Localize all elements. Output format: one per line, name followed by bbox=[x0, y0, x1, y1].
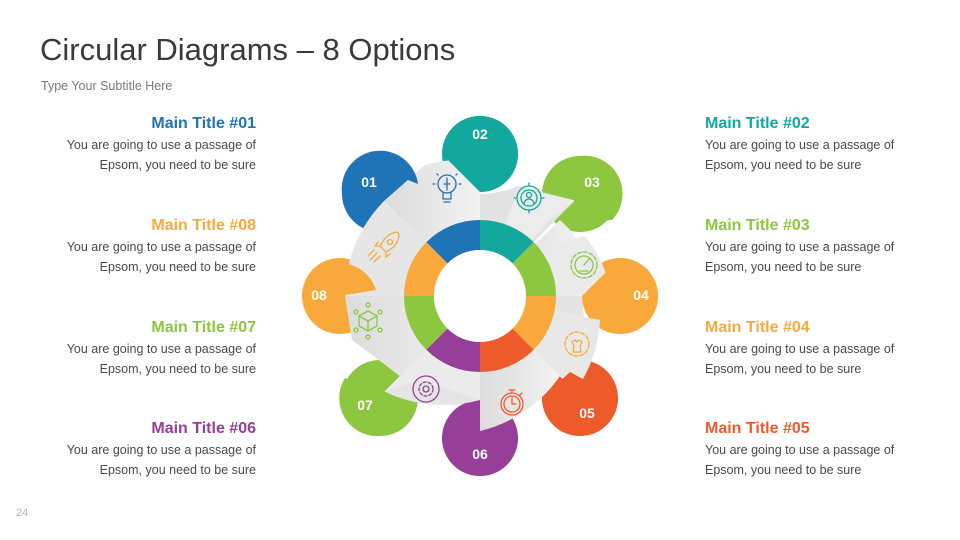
number-05: 05 bbox=[579, 405, 595, 421]
item-title: Main Title #05 bbox=[705, 420, 810, 437]
item-desc-line1: You are going to use a passage of bbox=[705, 138, 895, 152]
item-desc-line1: You are going to use a passage of bbox=[66, 342, 256, 356]
text-block-06: Main Title #06 You are going to use a pa… bbox=[41, 419, 256, 480]
item-desc-line1: You are going to use a passage of bbox=[66, 443, 256, 457]
item-title: Main Title #08 bbox=[151, 217, 256, 234]
ring-segment-06 bbox=[426, 328, 480, 372]
stopwatch-icon bbox=[500, 389, 524, 416]
item-desc-line1: You are going to use a passage of bbox=[705, 443, 895, 457]
number-01: 01 bbox=[361, 174, 377, 190]
ring-segment-04 bbox=[512, 296, 556, 350]
item-desc-line1: You are going to use a passage of bbox=[705, 240, 895, 254]
item-title: Main Title #03 bbox=[705, 217, 810, 234]
text-block-08: Main Title #08 You are going to use a pa… bbox=[41, 216, 256, 277]
number-03: 03 bbox=[584, 174, 600, 190]
gear-cycle-icon bbox=[412, 375, 440, 403]
item-desc-line2: Epsom, you need to be sure bbox=[705, 362, 862, 376]
ring-segment-07 bbox=[404, 296, 448, 350]
ring-segment-03 bbox=[512, 242, 556, 296]
item-desc-line1: You are going to use a passage of bbox=[705, 342, 895, 356]
ring-segment-01 bbox=[426, 220, 480, 264]
item-title: Main Title #07 bbox=[151, 319, 256, 336]
text-block-03: Main Title #03 You are going to use a pa… bbox=[705, 216, 920, 277]
item-title: Main Title #04 bbox=[705, 319, 810, 336]
page-subtitle: Type Your Subtitle Here bbox=[41, 79, 173, 93]
inner-ring bbox=[404, 220, 556, 372]
item-title: Main Title #02 bbox=[705, 115, 810, 132]
rocket-icon bbox=[367, 231, 400, 263]
gear-speedometer-icon bbox=[570, 251, 598, 279]
box-network-icon bbox=[353, 302, 383, 340]
center-hole bbox=[434, 250, 526, 342]
page-title: Circular Diagrams – 8 Options bbox=[40, 32, 456, 67]
number-02: 02 bbox=[472, 126, 488, 142]
item-desc-line2: Epsom, you need to be sure bbox=[99, 260, 256, 274]
item-desc-line1: You are going to use a passage of bbox=[66, 138, 256, 152]
item-desc-line1: You are going to use a passage of bbox=[66, 240, 256, 254]
item-title: Main Title #01 bbox=[151, 115, 256, 132]
gear-chess-icon bbox=[564, 331, 590, 357]
number-07: 07 bbox=[357, 397, 373, 413]
number-04: 04 bbox=[633, 287, 649, 303]
text-block-07: Main Title #07 You are going to use a pa… bbox=[41, 318, 256, 379]
text-block-05: Main Title #05 You are going to use a pa… bbox=[705, 419, 920, 480]
ring-segment-02 bbox=[480, 220, 534, 264]
option-numbers: 01 02 03 04 05 06 07 08 bbox=[311, 126, 649, 462]
number-08: 08 bbox=[311, 287, 327, 303]
text-block-04: Main Title #04 You are going to use a pa… bbox=[705, 318, 920, 379]
lightbulb-puzzle-icon bbox=[432, 173, 462, 203]
item-title: Main Title #06 bbox=[151, 420, 256, 437]
ring-segment-05 bbox=[480, 328, 534, 372]
item-desc-line2: Epsom, you need to be sure bbox=[99, 463, 256, 477]
team-target-icon bbox=[513, 182, 545, 214]
item-desc-line2: Epsom, you need to be sure bbox=[99, 362, 256, 376]
ring-segment-08 bbox=[404, 242, 448, 296]
page-number: 24 bbox=[16, 507, 29, 519]
text-block-02: Main Title #02 You are going to use a pa… bbox=[705, 114, 920, 175]
item-desc-line2: Epsom, you need to be sure bbox=[705, 463, 862, 477]
item-desc-line2: Epsom, you need to be sure bbox=[705, 158, 862, 172]
item-desc-line2: Epsom, you need to be sure bbox=[99, 158, 256, 172]
option-circle-caps bbox=[302, 116, 658, 476]
text-block-01: Main Title #01 You are going to use a pa… bbox=[41, 114, 256, 175]
item-desc-line2: Epsom, you need to be sure bbox=[705, 260, 862, 274]
number-06: 06 bbox=[472, 446, 488, 462]
